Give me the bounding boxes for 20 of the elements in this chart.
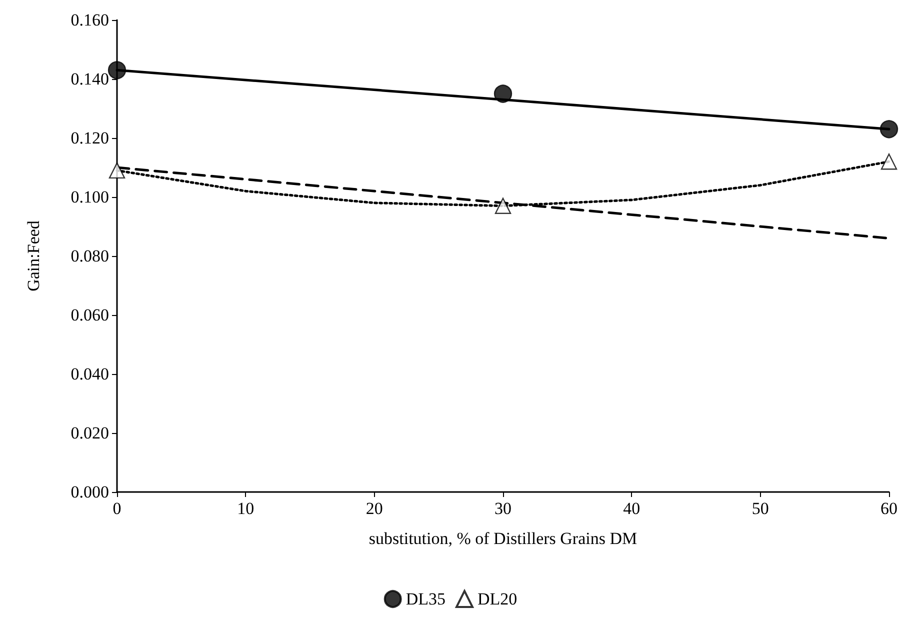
y-tick-label: 0.060 (70, 306, 109, 324)
y-tick-label: 0.040 (70, 364, 109, 384)
x-tick-label: 20 (366, 499, 383, 518)
y-tick-label: 0.120 (70, 128, 109, 148)
x-tick-label: 40 (623, 499, 640, 518)
x-tick-label: 0 (112, 499, 122, 518)
y-tick-label: 0.160 (70, 10, 109, 30)
y-tick-label: 0.020 (70, 424, 109, 442)
y-tick-label: 0.080 (70, 246, 109, 266)
legend-label: DL20 (478, 590, 518, 608)
x-tick-label: 60 (880, 499, 898, 518)
x-tick-label: 10 (237, 499, 254, 518)
y-tick-label: 0.000 (70, 482, 109, 502)
y-axis-title: Gain:Feed (24, 220, 43, 292)
x-tick-label: 50 (752, 499, 769, 518)
legend-label: DL35 (406, 590, 446, 608)
x-axis-title: substitution, % of Distillers Grains DM (368, 529, 638, 548)
x-tick-label: 30 (494, 499, 512, 518)
y-tick-label: 0.100 (70, 188, 109, 206)
y-tick-label: 0.140 (70, 70, 109, 88)
